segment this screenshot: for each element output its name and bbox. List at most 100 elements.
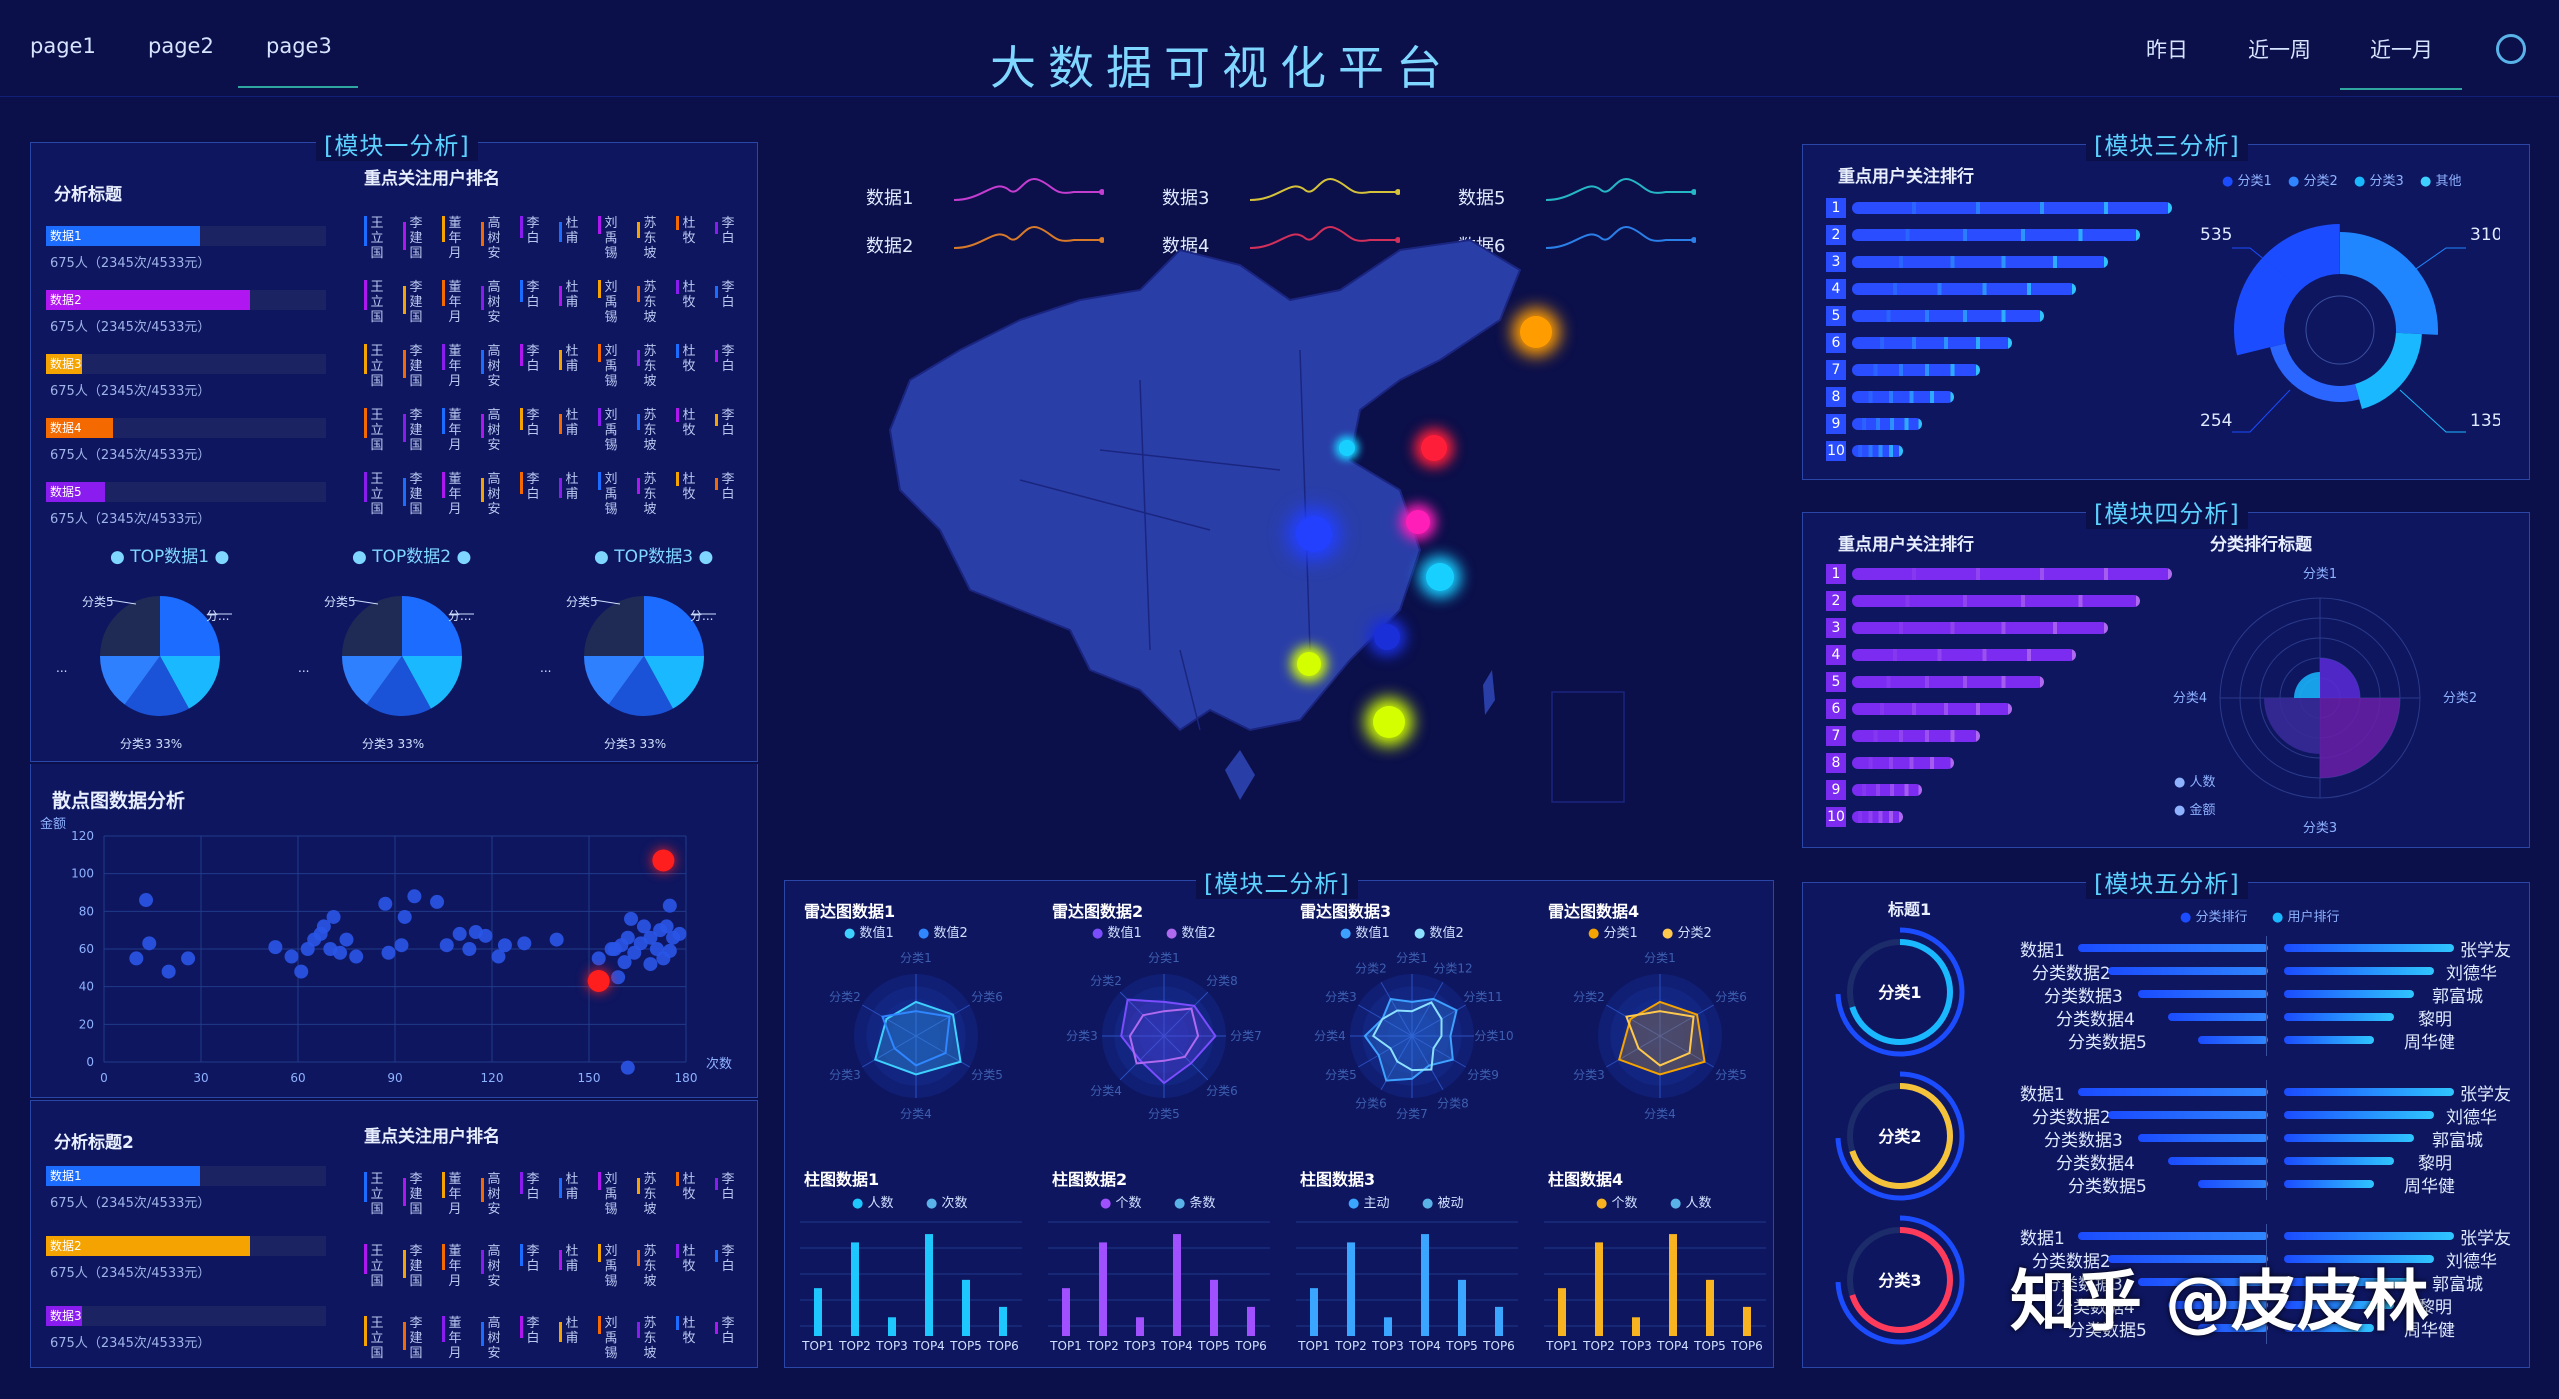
- name-bar: [559, 286, 562, 306]
- name-bar: [403, 350, 406, 378]
- user-bar: [2284, 1013, 2394, 1021]
- radar-axis-label: 分类5: [971, 1068, 1003, 1082]
- header-line: [0, 96, 2559, 97]
- x-tick-label: TOP4: [912, 1339, 945, 1350]
- radar-title: 雷达图数据1: [804, 902, 896, 921]
- nav-page2[interactable]: page2: [148, 34, 214, 58]
- radar-axis-label: 分类8: [1206, 974, 1238, 988]
- radar-axis-label: 分类4: [1644, 1107, 1676, 1121]
- user-bar: [2284, 1036, 2374, 1044]
- category-bar: [2198, 1180, 2268, 1188]
- name-bar: [442, 344, 445, 370]
- x-tick-label: TOP3: [875, 1339, 908, 1350]
- name-bar: [637, 222, 640, 238]
- bar: [1062, 1288, 1070, 1336]
- x-tick-label: TOP1: [1049, 1339, 1082, 1350]
- bar-track: [46, 1306, 326, 1326]
- user-bar: [2284, 1088, 2454, 1096]
- user-name: 董年月: [448, 1316, 462, 1361]
- wave-end-dot: [1691, 237, 1696, 243]
- scatter-point: [462, 942, 477, 956]
- wave-line: [954, 226, 1104, 249]
- progress-ring: 分类2: [1835, 1071, 1965, 1201]
- wave-line: [1546, 226, 1696, 249]
- rank-bar: [1852, 445, 1904, 457]
- name-bar: [481, 1178, 484, 1202]
- range-yesterday[interactable]: 昨日: [2146, 38, 2188, 62]
- user-item: 刘德华: [2446, 1108, 2497, 1128]
- scatter-point: [407, 889, 422, 904]
- radar-axis-label: 分类6: [1715, 990, 1747, 1004]
- name-bar: [481, 478, 484, 502]
- user-name: 李白: [721, 280, 735, 310]
- name-bar: [442, 472, 445, 498]
- category-bar: [2078, 1088, 2268, 1096]
- range-month[interactable]: 近一月: [2370, 38, 2433, 62]
- bar-sub: 675人（2345次/4533元）: [50, 320, 211, 335]
- nav-page1[interactable]: page1: [30, 34, 96, 58]
- y-tick-label: 60: [79, 942, 94, 956]
- pie-label: 分类5: [324, 595, 356, 609]
- user-name: 苏东坡: [643, 216, 657, 261]
- radar-axis: [1411, 982, 1444, 1037]
- x-tick-label: TOP2: [1334, 1339, 1367, 1350]
- bar-fill: 数据5: [46, 482, 105, 502]
- wave-end-dot: [1099, 237, 1104, 243]
- name-bar: [637, 414, 640, 430]
- bar: [999, 1306, 1007, 1336]
- divider: [2266, 936, 2267, 1056]
- name-bar: [676, 280, 679, 294]
- category-item: 分类数据3: [2044, 987, 2123, 1007]
- legend-item: ● 用户排行: [2272, 910, 2340, 925]
- user-name: 李白: [721, 472, 735, 502]
- bar: [1558, 1288, 1566, 1336]
- name-bar: [559, 1250, 562, 1270]
- module5-panel: [1802, 882, 2530, 1368]
- category-item: 分类数据4: [2056, 1298, 2135, 1318]
- x-tick-label: TOP3: [1123, 1339, 1156, 1350]
- x-tick-label: TOP3: [1619, 1339, 1652, 1350]
- name-bar: [481, 414, 484, 438]
- user-name: 高树安: [487, 216, 501, 261]
- x-tick-label: TOP4: [1160, 1339, 1193, 1350]
- pie-label: 分...: [206, 609, 229, 623]
- name-bar: [442, 1172, 445, 1198]
- gear-icon[interactable]: [2496, 34, 2526, 64]
- category-item: 分类数据5: [2068, 1177, 2147, 1197]
- name-bar: [676, 216, 679, 230]
- bar: [1247, 1306, 1255, 1336]
- range-week[interactable]: 近一周: [2248, 38, 2311, 62]
- module5-sub-title: 标题1: [1888, 900, 1932, 919]
- y-tick-label: 80: [79, 904, 94, 918]
- radar-chart: 分类1 分类12 分类11 分类10 分类9 分类8 分类7 分类6 分类5 分类4 分类3 分类2: [1314, 951, 1513, 1121]
- scatter-point: [672, 926, 687, 941]
- radar-axis: [1411, 1035, 1466, 1068]
- user-name: 苏东坡: [643, 1244, 657, 1289]
- nav-page3[interactable]: page3: [266, 34, 332, 58]
- polar-label: 分类2: [2443, 691, 2477, 706]
- radar-axis-label: 分类8: [1437, 1097, 1469, 1111]
- bar: [814, 1288, 822, 1336]
- user-bar: [2284, 1278, 2414, 1286]
- user-item: 郭富城: [2432, 1275, 2483, 1295]
- bar-legend: ● 人数: [852, 1196, 894, 1211]
- name-bar: [637, 1250, 640, 1266]
- radar-axis-label: 分类6: [1206, 1084, 1238, 1098]
- name-bar: [598, 472, 601, 490]
- leader-line: [2232, 389, 2291, 433]
- name-bar: [676, 1244, 679, 1258]
- name-bar: [481, 1322, 484, 1346]
- user-name: 刘禹锡: [604, 408, 618, 453]
- radar-axis-label: 分类11: [1463, 990, 1502, 1004]
- user-name: 李建国: [409, 1172, 423, 1217]
- bar: [962, 1279, 970, 1336]
- pie-slice: [366, 656, 431, 716]
- radar-chart: 分类1 分类8 分类7 分类6 分类5 分类4 分类3 分类2: [1066, 951, 1262, 1121]
- rank-number: 7: [1826, 360, 1846, 380]
- legend-item: ● 分类排行: [2180, 910, 2248, 925]
- name-bar: [559, 478, 562, 498]
- x-tick-label: TOP1: [1545, 1339, 1578, 1350]
- radar-title: 雷达图数据2: [1052, 902, 1144, 921]
- scatter-point: [333, 945, 348, 960]
- rank-number: 8: [1826, 387, 1846, 407]
